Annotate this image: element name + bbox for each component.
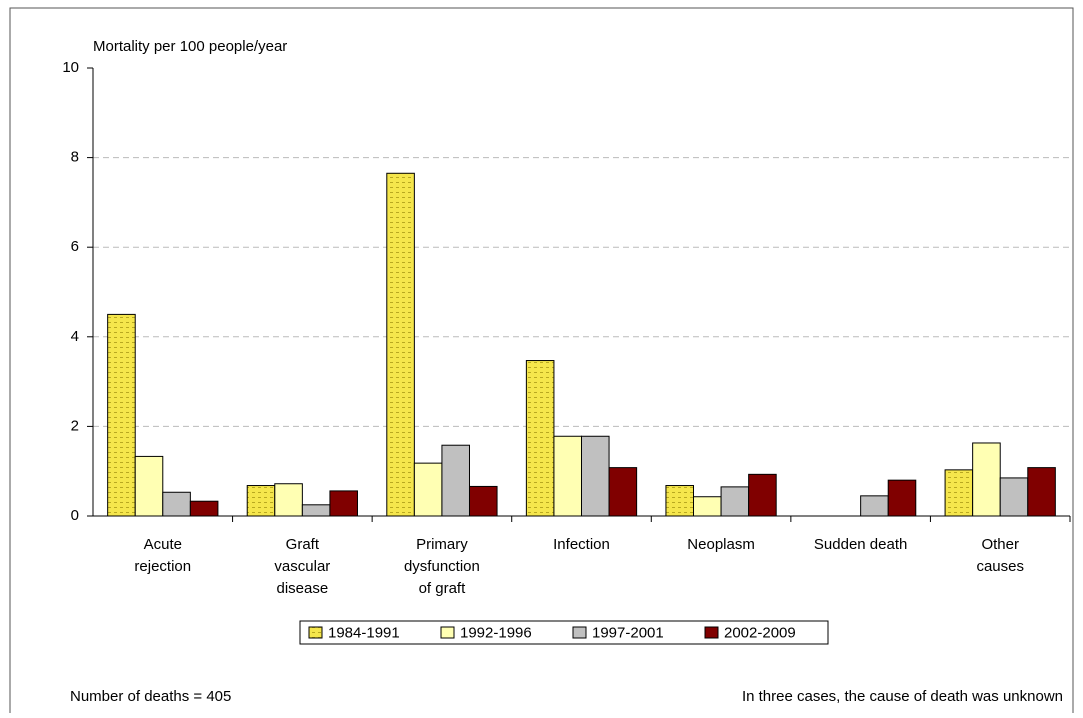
bar — [581, 435, 610, 517]
bar — [413, 462, 443, 517]
footnote: Number of deaths = 405 — [70, 688, 231, 705]
x-tick-label: Graft — [286, 536, 320, 553]
y-tick-label: 10 — [62, 59, 79, 76]
legend-swatch — [704, 626, 719, 639]
frame — [9, 7, 1074, 718]
bar — [274, 483, 303, 517]
legend-label: 2002-2009 — [724, 624, 796, 641]
bar — [301, 504, 331, 517]
bar — [441, 444, 470, 517]
bar — [1027, 467, 1056, 517]
bar — [189, 500, 219, 517]
legend-box — [299, 620, 829, 645]
x-tick-label: vascular — [274, 558, 330, 575]
bar — [468, 485, 498, 517]
x-tick-label: dysfunction — [404, 558, 480, 575]
x-tick-label: causes — [976, 558, 1024, 575]
x-tick-label: Infection — [553, 536, 610, 553]
bar — [693, 496, 722, 517]
bar — [944, 469, 974, 517]
bar — [553, 435, 582, 517]
x-tick-label: of graft — [419, 580, 467, 597]
legend-label: 1984-1991 — [328, 624, 400, 641]
bar — [860, 495, 889, 517]
y-axis-label: Mortality per 100 people/year — [93, 38, 287, 55]
y-tick-label: 8 — [71, 149, 79, 166]
bar — [972, 442, 1001, 517]
bar — [608, 467, 638, 517]
x-tick-label: disease — [277, 580, 329, 597]
bar — [720, 486, 750, 517]
bar — [134, 455, 164, 517]
y-tick-label: 0 — [71, 507, 79, 524]
bar — [386, 172, 415, 517]
bar — [887, 479, 917, 517]
bar — [246, 485, 276, 517]
bar — [162, 491, 191, 517]
bar — [748, 473, 777, 517]
x-tick-label: Acute — [144, 536, 182, 553]
bar — [525, 360, 555, 517]
x-tick-label: Primary — [416, 536, 468, 553]
footnote: In three cases, the cause of death was u… — [742, 688, 1063, 705]
bar — [329, 490, 358, 517]
x-tick-label: Sudden death — [814, 536, 907, 553]
y-tick-label: 2 — [71, 417, 79, 434]
x-tick-label: rejection — [134, 558, 191, 575]
y-tick-label: 6 — [71, 238, 79, 255]
legend-swatch — [572, 626, 587, 639]
x-tick-label: Other — [981, 536, 1019, 553]
x-tick-label: Neoplasm — [687, 536, 755, 553]
y-tick-label: 4 — [71, 328, 79, 345]
legend-label: 1992-1996 — [460, 624, 532, 641]
legend-swatch — [308, 626, 323, 639]
legend-label: 1997-2001 — [592, 624, 664, 641]
bar — [665, 485, 695, 517]
bar — [107, 313, 136, 517]
bar — [999, 477, 1029, 517]
legend-swatch — [440, 626, 455, 639]
